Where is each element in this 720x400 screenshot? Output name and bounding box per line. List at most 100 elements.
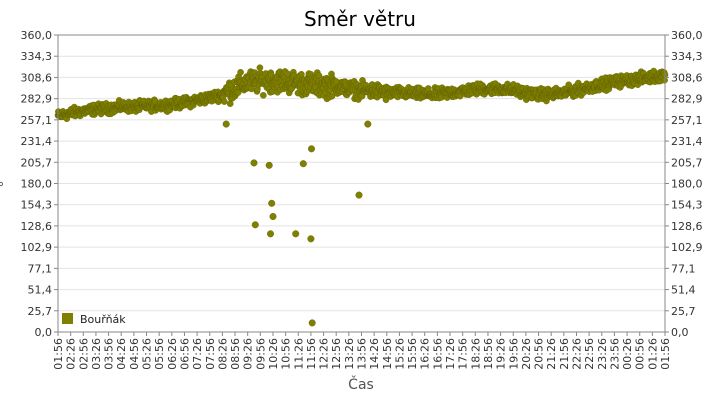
y-tick-label: 25,7 xyxy=(28,305,53,318)
data-point xyxy=(315,72,323,79)
x-tick-label: 07:26 xyxy=(191,338,204,370)
legend-swatch xyxy=(62,313,73,324)
x-tick-label: 01:56 xyxy=(659,338,672,370)
x-tick-label: 21:26 xyxy=(545,338,558,370)
y-tick-label: 77,1 xyxy=(28,262,53,275)
y-tick-label: 102,9 xyxy=(671,241,703,254)
x-tick-label: 07:56 xyxy=(204,338,217,370)
y-tick-label: 205,7 xyxy=(671,156,703,169)
data-point-outlier xyxy=(222,120,230,128)
x-tick-label: 14:26 xyxy=(368,338,381,370)
data-point-outlier xyxy=(355,191,363,199)
data-point xyxy=(237,69,244,76)
x-tick-label: 08:26 xyxy=(216,338,229,370)
x-tick-label: 18:26 xyxy=(469,338,482,370)
y-tick-label: 308,6 xyxy=(21,71,53,84)
x-tick-label: 06:56 xyxy=(178,338,191,370)
x-tick-label: 03:56 xyxy=(103,338,116,370)
x-tick-label: 22:26 xyxy=(570,338,583,370)
data-point-outlier xyxy=(267,230,275,238)
x-tick-label: 11:26 xyxy=(292,338,305,370)
y-tick-label: 334,3 xyxy=(21,50,53,63)
y-axis-right-ticks: 0,0 25,7 51,4 77,1 102,9 128,6 154,3 180,0 205,7… xyxy=(665,29,703,339)
x-tick-label: 09:26 xyxy=(242,338,255,370)
x-tick-label: 03:26 xyxy=(90,338,103,370)
data-point-outlier xyxy=(308,319,316,327)
x-tick-label: 20:56 xyxy=(533,338,546,370)
data-point xyxy=(328,92,336,100)
x-tick-label: 17:56 xyxy=(457,338,470,370)
x-tick-label: 12:56 xyxy=(330,338,343,370)
y-tick-label: 257,1 xyxy=(21,114,53,127)
y-tick-label: 154,3 xyxy=(21,199,53,212)
y-tick-label: 0,0 xyxy=(671,326,689,339)
y-tick-label: 308,6 xyxy=(671,71,703,84)
x-tick-label: 23:26 xyxy=(596,338,609,370)
y-tick-label: 257,1 xyxy=(671,114,703,127)
y-tick-label: 231,4 xyxy=(671,135,703,148)
x-tick-label: 13:26 xyxy=(343,338,356,370)
y-tick-label: 51,4 xyxy=(671,284,696,297)
data-point xyxy=(226,100,234,107)
data-point xyxy=(298,71,305,78)
x-tick-label: 05:26 xyxy=(141,338,154,370)
y-axis-label: ° xyxy=(0,181,13,188)
x-tick-label: 15:56 xyxy=(406,338,419,370)
y-tick-label: 360,0 xyxy=(21,29,53,42)
x-tick-label: 13:56 xyxy=(356,338,369,370)
y-tick-label: 205,7 xyxy=(21,156,53,169)
x-tick-label: 18:56 xyxy=(482,338,495,370)
y-tick-label: 77,1 xyxy=(671,262,696,275)
data-point-outlier xyxy=(250,159,258,167)
x-tick-label: 20:26 xyxy=(520,338,533,370)
x-tick-label: 01:56 xyxy=(52,338,65,370)
data-point xyxy=(256,64,264,71)
y-tick-label: 360,0 xyxy=(671,29,703,42)
data-point xyxy=(424,85,432,92)
y-tick-label: 231,4 xyxy=(21,135,53,148)
x-tick-label: 21:56 xyxy=(558,338,571,370)
x-tick-label: 14:56 xyxy=(381,338,394,370)
y-tick-label: 180,0 xyxy=(21,178,53,191)
data-point xyxy=(259,92,267,99)
gridlines xyxy=(58,55,665,312)
y-tick-label: 128,6 xyxy=(21,220,53,233)
data-point-outlier xyxy=(268,199,276,207)
x-tick-label: 22:56 xyxy=(583,338,596,370)
x-tick-label: 16:26 xyxy=(419,338,432,370)
x-tick-label: 02:56 xyxy=(77,338,90,370)
chart-title: Směr větru xyxy=(304,7,416,31)
y-tick-label: 334,3 xyxy=(671,50,703,63)
x-tick-label: 04:26 xyxy=(115,338,128,370)
x-tick-label: 17:26 xyxy=(444,338,457,370)
y-tick-label: 154,3 xyxy=(671,199,703,212)
legend-label: Bouřňák xyxy=(80,313,126,326)
x-tick-label: 16:56 xyxy=(431,338,444,370)
y-tick-label: 282,9 xyxy=(671,93,703,106)
data-point-outlier xyxy=(308,145,316,153)
y-tick-label: 51,4 xyxy=(28,284,53,297)
x-tick-label: 02:26 xyxy=(65,338,78,370)
data-point-outlier xyxy=(251,221,259,229)
x-axis-label: Čas xyxy=(348,375,374,393)
data-point xyxy=(220,98,228,105)
y-tick-label: 128,6 xyxy=(671,220,703,233)
x-axis-ticks: 01:56 02:26 02:56 03:26 03:56 04:26 04:56 05:26… xyxy=(52,332,672,370)
data-points xyxy=(54,64,669,327)
x-tick-label: 12:26 xyxy=(318,338,331,370)
y-axis-left-ticks: 0,0 25,7 51,4 77,1 102,9 128,6 154,3 180,0 205,7… xyxy=(21,29,58,339)
x-tick-label: 00:56 xyxy=(634,338,647,370)
x-tick-label: 15:26 xyxy=(393,338,406,370)
data-point-outlier xyxy=(299,160,307,168)
data-point-outlier xyxy=(307,235,315,243)
y-tick-label: 0,0 xyxy=(35,326,53,339)
y-tick-label: 180,0 xyxy=(671,178,703,191)
x-tick-label: 06:26 xyxy=(166,338,179,370)
data-point-outlier xyxy=(269,212,277,220)
legend: Bouřňák xyxy=(62,313,126,326)
data-point-outlier xyxy=(265,161,273,169)
x-tick-label: 10:26 xyxy=(267,338,280,370)
x-tick-label: 08:56 xyxy=(229,338,242,370)
y-tick-label: 282,9 xyxy=(21,93,53,106)
